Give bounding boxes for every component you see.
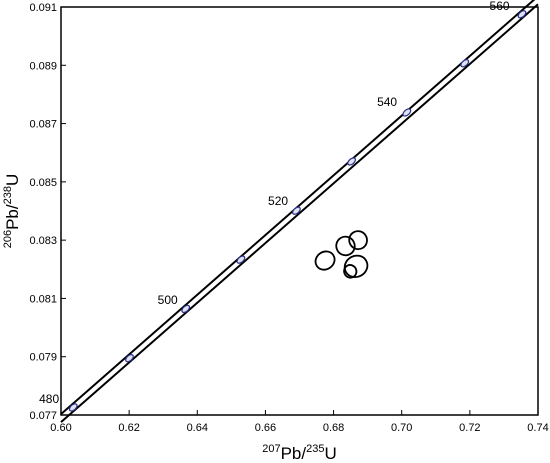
data-error-ellipse [343,264,358,279]
y-tick-label: 0.089 [29,60,57,72]
concordia-age-label: 480 [39,392,59,406]
y-tick-label: 0.077 [29,410,57,422]
concordia-lower-line [60,3,539,423]
x-tick-label: 0.72 [459,422,480,434]
y-tick-label: 0.091 [29,2,57,14]
x-tick-label: 0.68 [323,422,344,434]
x-axis-title: 207Pb/235U [262,443,337,463]
x-title-base2: U [324,444,336,463]
age-markers [68,10,527,412]
concordia-upper-line [60,0,536,415]
concordia-age-marker [460,59,470,68]
x-title-sup1: 207 [262,443,280,455]
x-tick-label: 0.60 [50,422,71,434]
concordia-age-marker [236,255,246,264]
data-error-ellipse [348,230,368,251]
data-error-ellipse [343,254,369,279]
x-tick-label: 0.64 [187,422,208,434]
concordia-age-label: 520 [268,194,288,208]
concordia-band [60,0,539,423]
concordia-age-marker [181,304,191,314]
data-error-ellipse [314,250,336,271]
x-tick-label: 0.66 [255,422,276,434]
concordia-age-marker [292,206,301,215]
concordia-age-label: 560 [490,0,510,13]
x-tick-label: 0.70 [391,422,412,434]
y-tick-label: 0.087 [29,119,57,131]
y-tick-label: 0.085 [29,177,57,189]
concordia-age-marker [517,10,527,19]
y-axis-title: 206Pb/238U [2,174,22,249]
concordia-age-marker [68,403,78,412]
error-ellipses [314,230,369,279]
data-error-ellipse [335,235,356,257]
y-title-base2: U [3,174,22,186]
y-title-sup1: 206 [2,230,14,248]
y-tick-label: 0.079 [29,352,57,364]
concordia-age-label: 500 [158,293,178,307]
y-title-sup2: 238 [2,186,14,204]
plot-area-frame [60,6,539,416]
labels-layer: 0.60 0.62 0.64 0.66 0.68 0.70 0.72 0.74 0.077 0.0… [29,0,548,434]
y-title-base1: Pb/ [3,204,22,230]
y-tick-label: 0.083 [29,235,57,247]
y-tick-label: 0.081 [29,293,57,305]
concordia-age-marker [402,108,412,117]
x-title-base1: Pb/ [281,444,307,463]
concordia-age-marker [347,157,357,166]
concordia-age-label: 540 [377,95,397,109]
x-tick-label: 0.62 [118,422,139,434]
x-tick-label: 0.74 [527,422,548,434]
concordia-age-marker [125,354,134,363]
ticks-layer [60,6,539,416]
x-title-sup2: 235 [306,443,324,455]
